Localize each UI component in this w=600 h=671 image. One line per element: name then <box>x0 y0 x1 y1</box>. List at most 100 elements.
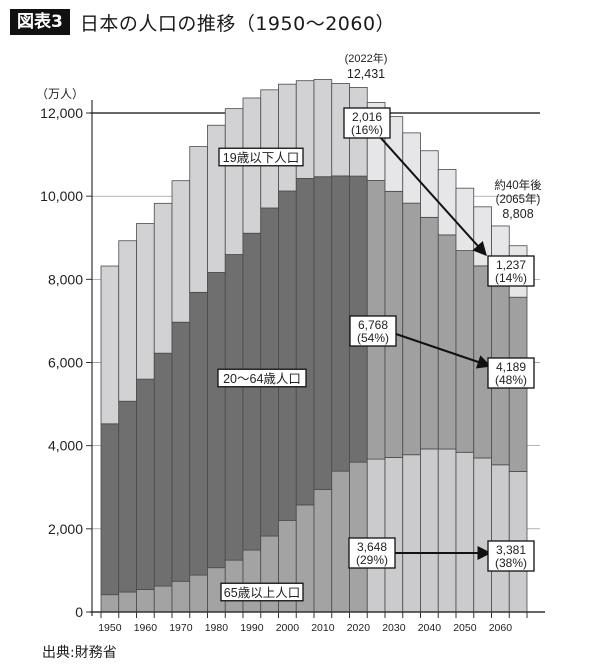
bar-segment <box>295 178 315 506</box>
bar-segment <box>118 240 137 402</box>
annotations: 2,016(16%) 1,237(14%) 6,768(54%) 4,189(48%)… <box>217 51 542 602</box>
bar-segment <box>313 79 333 178</box>
bar-segment <box>136 589 155 613</box>
bar-segment <box>437 448 457 613</box>
bar-segment <box>171 321 191 582</box>
bar-segment <box>224 108 244 255</box>
elderly-2065-box: 3,381(38%) <box>487 540 535 572</box>
x-tick-label: 2010 <box>311 622 335 634</box>
axes: 0 2,000 4,000 6,000 8,000 10,000 12,000 （万人） 195… <box>36 87 545 634</box>
bar-segment <box>189 291 208 576</box>
y-tick-label: 6,000 <box>48 355 83 371</box>
young-2022-box: 2,016(16%) <box>343 107 391 139</box>
bar-segment <box>153 585 173 613</box>
svg-text:6,768: 6,768 <box>358 318 388 332</box>
bar-segment <box>402 132 421 204</box>
bar-segment <box>402 202 421 456</box>
svg-text:(29%): (29%) <box>356 553 388 567</box>
svg-text:65歳以上人口: 65歳以上人口 <box>224 586 300 600</box>
working-2022-box: 6,768(54%) <box>349 315 397 347</box>
bar-segment <box>136 223 155 380</box>
chart-title: 日本の人口の推移（1950〜2060） <box>79 12 396 35</box>
svg-text:(48%): (48%) <box>495 373 527 387</box>
bar-segment <box>437 234 457 450</box>
elderly-series-label: 65歳以上人口 <box>220 582 304 602</box>
bar-segment <box>437 169 457 236</box>
bar-segment <box>455 250 475 453</box>
x-tick-label: 1960 <box>134 622 158 634</box>
x-tick-label: 2060 <box>489 622 513 634</box>
bar-segment <box>491 464 510 613</box>
future-label-line1: 約40年後 <box>494 178 542 192</box>
bar-segment <box>100 265 120 425</box>
svg-text:3,648: 3,648 <box>357 540 387 554</box>
bar-segment <box>153 202 173 354</box>
bar-segment <box>136 378 155 590</box>
svg-text:(16%): (16%) <box>351 123 383 137</box>
bar-segment <box>242 232 262 551</box>
bar-segment <box>473 457 492 613</box>
bar-segment <box>100 423 120 596</box>
arrow-working <box>395 333 492 369</box>
svg-text:19歳以下人口: 19歳以下人口 <box>223 151 299 165</box>
x-tick-label: 2040 <box>418 622 442 634</box>
bar-segment <box>313 489 333 613</box>
x-tick-label: 1980 <box>205 622 229 634</box>
svg-text:3,381: 3,381 <box>496 543 526 557</box>
bar-segment <box>242 549 262 613</box>
bar-segment <box>224 254 244 561</box>
svg-text:4,189: 4,189 <box>496 360 526 374</box>
bar-segment <box>402 454 421 613</box>
chart-header: 図表3 日本の人口の推移（1950〜2060） <box>10 8 395 36</box>
young-2065-box: 1,237(14%) <box>487 255 535 287</box>
bar-segment <box>349 461 368 613</box>
bar-segment <box>384 457 404 613</box>
y-tick-label: 4,000 <box>48 438 83 454</box>
bar-segment <box>207 272 226 569</box>
bar-segment <box>331 470 350 613</box>
y-tick-label: 8,000 <box>48 271 83 287</box>
svg-text:(54%): (54%) <box>357 331 389 345</box>
svg-text:20〜64歳人口: 20〜64歳人口 <box>223 372 301 386</box>
svg-text:(38%): (38%) <box>495 556 527 570</box>
bar-segment <box>171 580 191 613</box>
bar-segment <box>455 451 475 613</box>
bar-segment <box>455 187 475 251</box>
working-2065-box: 4,189(48%) <box>487 357 535 389</box>
y-tick-label: 10,000 <box>40 188 83 204</box>
x-tick-label: 2000 <box>276 622 300 634</box>
bar-segment <box>189 146 208 293</box>
future-label-line2: (2065年) <box>496 192 541 206</box>
bar-segment <box>189 574 208 613</box>
bar-segment <box>118 400 137 593</box>
bar-segment <box>420 216 439 450</box>
peak-value-label: 12,431 <box>347 67 385 81</box>
bar-segment <box>153 352 173 587</box>
x-tick-label: 1950 <box>98 622 122 634</box>
svg-text:(14%): (14%) <box>495 271 527 285</box>
svg-text:2,016: 2,016 <box>352 110 382 124</box>
svg-text:1,237: 1,237 <box>496 258 526 272</box>
y-tick-label: 12,000 <box>40 105 83 121</box>
x-tick-label: 1970 <box>169 622 193 634</box>
x-tick-label: 2030 <box>382 622 406 634</box>
bar-segment <box>118 591 137 613</box>
working-series-label: 20〜64歳人口 <box>217 368 307 388</box>
bar-segment <box>331 175 350 472</box>
bar-segment <box>171 180 191 323</box>
y-tick-label: 0 <box>75 604 83 620</box>
source-note: 出典:財務省 <box>42 645 117 661</box>
peak-year-label: (2022年) <box>345 51 388 65</box>
y-tick-label: 2,000 <box>48 521 83 537</box>
x-tick-label: 2050 <box>453 622 477 634</box>
arrow-young <box>379 136 487 257</box>
bar-segment <box>366 458 386 613</box>
bar-segment <box>420 448 439 613</box>
bars <box>100 79 528 613</box>
bar-segment <box>278 190 297 521</box>
x-tick-label: 1990 <box>240 622 264 634</box>
young-series-label: 19歳以下人口 <box>218 147 304 167</box>
elderly-2022-box: 3,648(29%) <box>348 537 396 569</box>
bar-segment <box>313 176 333 490</box>
